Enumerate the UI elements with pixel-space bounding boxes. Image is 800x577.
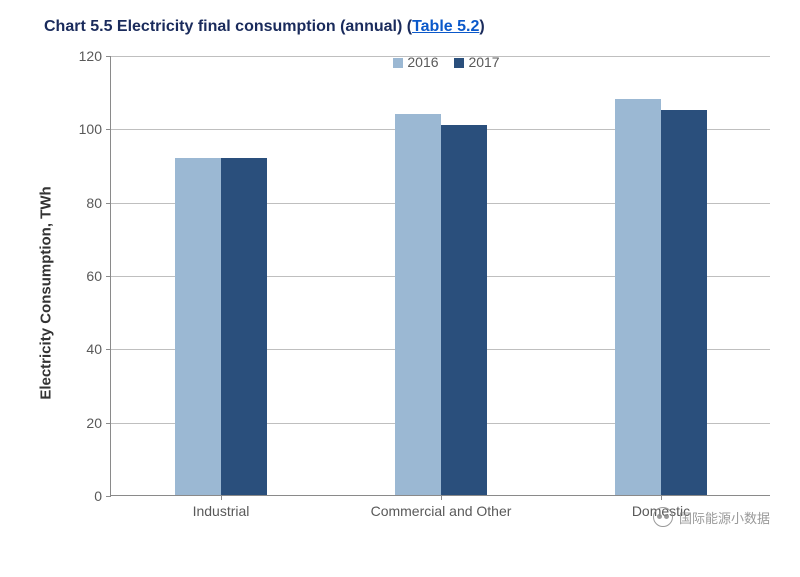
bar xyxy=(441,125,487,495)
y-tick-mark xyxy=(106,203,111,204)
bar xyxy=(175,158,221,495)
y-tick-mark xyxy=(106,276,111,277)
y-tick-label: 100 xyxy=(42,121,102,137)
x-tick-mark xyxy=(221,495,222,500)
y-tick-label: 40 xyxy=(42,341,102,357)
x-tick-label: Industrial xyxy=(193,503,250,519)
watermark-text: 国际能源小数据 xyxy=(679,508,770,527)
y-tick-label: 20 xyxy=(42,415,102,431)
y-tick-label: 120 xyxy=(42,48,102,64)
y-tick-label: 0 xyxy=(42,488,102,504)
legend-swatch-2017 xyxy=(454,58,464,68)
wechat-icon xyxy=(653,507,673,527)
y-tick-label: 60 xyxy=(42,268,102,284)
y-tick-label: 80 xyxy=(42,195,102,211)
watermark: 国际能源小数据 xyxy=(653,507,770,527)
title-prefix: Chart 5.5 Electricity final consumption … xyxy=(44,18,412,35)
title-suffix: ) xyxy=(479,18,484,35)
chart-container: Electricity Consumption, TWh 2016 2017 0… xyxy=(40,48,780,538)
y-tick-mark xyxy=(106,349,111,350)
chart-title: Chart 5.5 Electricity final consumption … xyxy=(44,18,485,36)
y-tick-mark xyxy=(106,129,111,130)
legend-swatch-2016 xyxy=(393,58,403,68)
x-tick-label: Commercial and Other xyxy=(371,503,512,519)
grid-line xyxy=(111,56,770,57)
y-tick-mark xyxy=(106,56,111,57)
bar xyxy=(221,158,267,495)
bar xyxy=(615,99,661,495)
bar xyxy=(395,114,441,495)
y-tick-mark xyxy=(106,423,111,424)
x-tick-mark xyxy=(661,495,662,500)
plot-area: 2016 2017 020406080100120IndustrialComme… xyxy=(110,56,770,496)
title-link[interactable]: Table 5.2 xyxy=(412,18,479,35)
y-axis-title: Electricity Consumption, TWh xyxy=(38,186,55,399)
x-tick-mark xyxy=(441,495,442,500)
bar xyxy=(661,110,707,495)
y-tick-mark xyxy=(106,496,111,497)
